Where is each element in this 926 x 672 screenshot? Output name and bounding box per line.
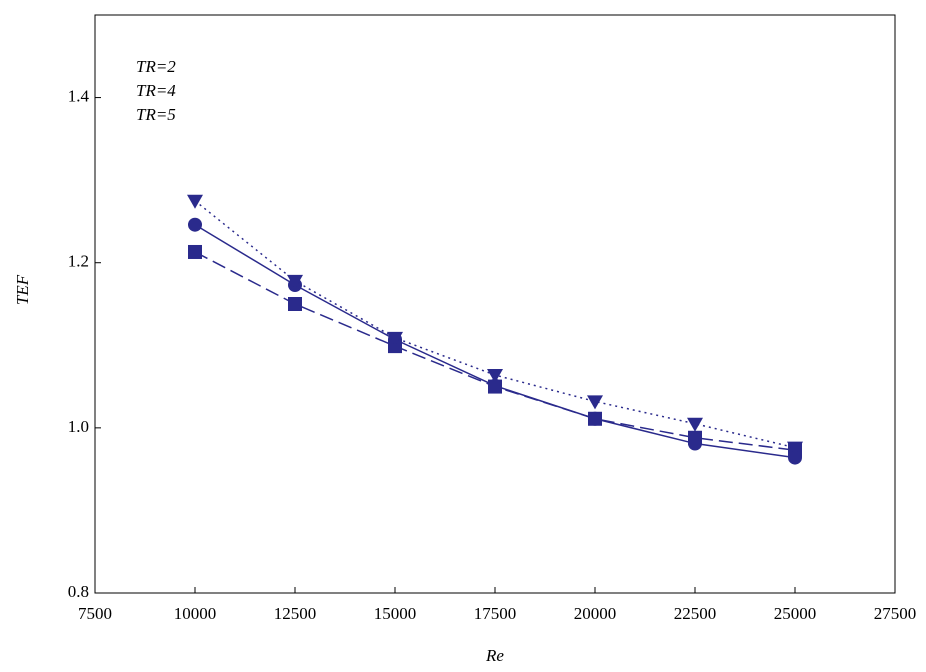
legend-label: TR=5 — [136, 105, 176, 124]
x-tick-label: 27500 — [874, 604, 917, 623]
series-line — [194, 224, 796, 459]
y-tick-label: 1.4 — [68, 86, 90, 105]
marker — [188, 244, 202, 259]
marker — [388, 339, 402, 354]
marker — [688, 430, 702, 445]
marker — [288, 297, 302, 311]
y-tick-label: 0.8 — [68, 582, 89, 601]
series-line — [194, 251, 796, 451]
y-tick-label: 1.0 — [68, 417, 89, 436]
plot-frame — [94, 14, 896, 594]
x-tick-label: 20000 — [574, 604, 617, 623]
x-tick-label: 17500 — [474, 604, 517, 623]
marker — [587, 395, 603, 410]
x-tick-label: 15000 — [374, 604, 417, 623]
y-axis-label: TEF — [13, 274, 32, 305]
marker — [787, 441, 803, 456]
marker — [188, 217, 202, 232]
marker — [287, 274, 303, 289]
legend-label: TR=4 — [136, 81, 176, 100]
marker — [387, 331, 403, 346]
series-line — [194, 200, 796, 449]
marker — [588, 411, 602, 426]
x-tick-label: 12500 — [274, 604, 317, 623]
x-tick-label: 7500 — [78, 604, 112, 623]
marker — [187, 194, 203, 209]
marker — [687, 417, 703, 432]
x-tick-label: 22500 — [674, 604, 717, 623]
marker — [488, 379, 502, 394]
x-tick-label: 10000 — [174, 604, 217, 623]
y-tick-label: 1.2 — [68, 252, 89, 271]
x-axis-label: Re — [485, 646, 504, 665]
x-tick-label: 25000 — [774, 604, 817, 623]
marker — [487, 369, 503, 384]
legend-label: TR=2 — [136, 57, 176, 76]
